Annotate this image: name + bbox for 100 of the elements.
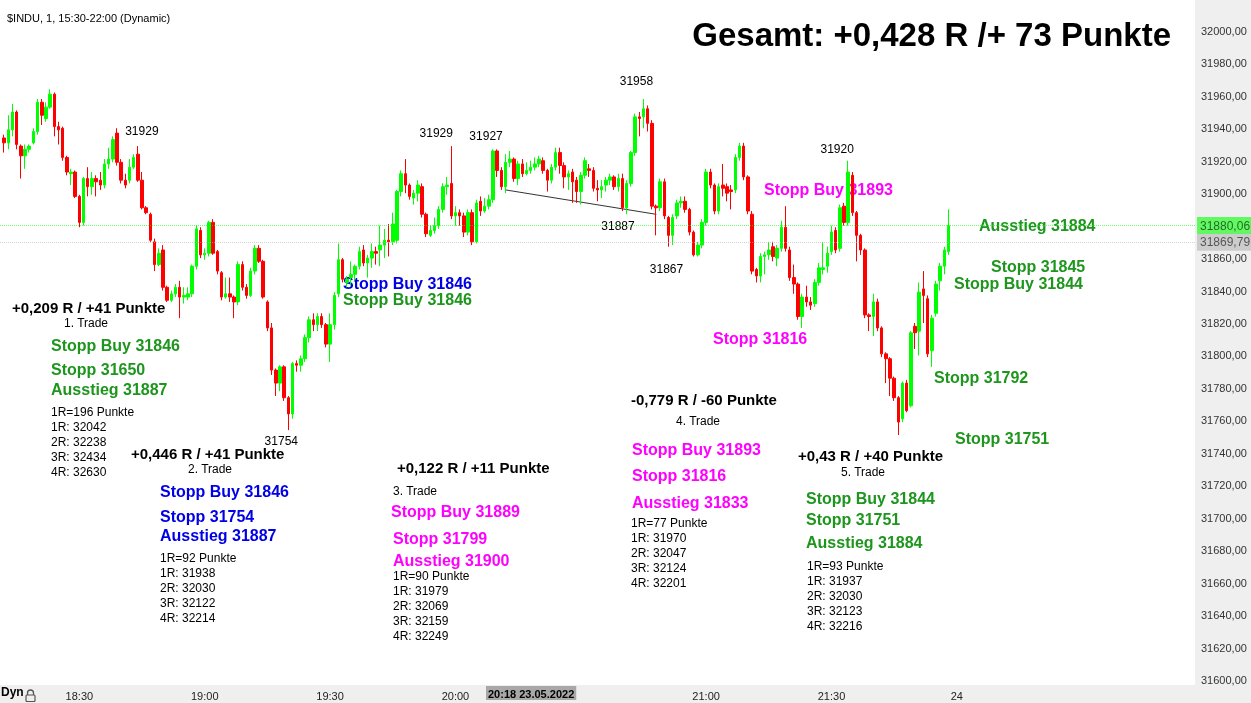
candlestick [128,158,131,184]
candlestick [521,158,524,178]
candlestick [830,225,833,256]
annotation: Stopp Buy 31889 [391,502,521,520]
annotation: 4R: 32201 [631,576,687,590]
candlestick [512,156,516,183]
annotation: 2R: 32030 [807,589,863,603]
y-tick-label: 31600,00 [1201,674,1247,687]
y-tick-label: 31720,00 [1201,479,1247,492]
annotation: Stopp 31751 [955,429,1050,447]
candlestick [86,166,89,197]
y-tick-label: 31920,00 [1201,154,1247,167]
annotation: 31929 [125,124,159,139]
candlestick [69,168,73,186]
candlestick [466,208,470,236]
annotation: Stopp Buy 31846 [160,482,290,500]
candlestick [316,312,319,332]
ref-line-label: 31869,79 [1200,235,1251,250]
annotation: +0,209 R / +41 Punkte [12,299,166,316]
y-tick-label: 31740,00 [1201,446,1247,459]
candlestick [913,322,917,350]
candlestick [533,156,537,171]
annotation: Stopp Buy 31844 [954,274,1084,292]
candlestick [295,359,298,373]
candlestick [337,242,340,298]
text: $INDU, 1, 15:30-22:00 (Dynamic) [7,11,171,24]
annotation: 1R: 31970 [631,531,687,545]
candlestick [470,208,474,246]
candlestick [220,270,223,301]
candlestick [224,277,227,300]
annotation: Stopp 31816 [713,329,808,347]
candlestick [612,174,616,191]
candlestick [600,179,603,199]
y-tick-label: 31800,00 [1201,349,1247,362]
y-tick-label: 31900,00 [1201,187,1247,200]
candlestick [516,160,520,186]
annotation: 1R=90 Punkte [393,569,470,583]
annotation: Stopp Buy 31846 [51,336,181,354]
candlestick [462,212,466,238]
candlestick [40,98,44,126]
x-tick-label: 19:00 [190,689,219,702]
candlestick [291,361,294,420]
ref-line-label: 31880,06 [1200,218,1251,233]
annotation: Dyn [1,685,24,699]
candlestick [207,220,211,257]
candlestick [671,213,674,246]
candlestick [917,281,921,356]
candlestick [19,143,23,180]
annotation: 2. Trade [188,462,233,476]
annotation: 31920 [820,141,855,156]
annotation: 4R: 32630 [51,465,107,479]
annotation: 1R: 31979 [393,584,449,598]
annotation: Stopp 31816 [632,466,727,484]
candlestick [23,143,27,170]
candlestick [846,160,850,227]
y-tick-label: 31760,00 [1201,414,1247,427]
annotation: 31887 [601,219,635,234]
candlestick [178,280,181,319]
candlestick [90,171,94,196]
candlestick [800,293,804,329]
annotation: 3R: 32123 [807,604,863,618]
annotation: 2R: 32069 [393,599,449,613]
y-tick-label: 31860,00 [1201,252,1247,265]
annotation: Ausstieg 31884 [806,533,923,551]
candlestick [82,176,85,227]
annotation: 31929 [419,126,454,141]
candlestick [658,178,662,212]
y-tick-label: 31620,00 [1201,641,1247,654]
candlestick [525,161,528,176]
y-tick-label: 31780,00 [1201,381,1247,394]
candlestick [926,294,929,358]
candlestick [838,204,842,253]
annotation: 2R: 32030 [160,581,216,595]
x-tick-label: 20:00 [441,689,470,702]
candlestick [479,195,482,217]
annotation: Stopp 31792 [934,368,1029,386]
candlestick [667,215,670,248]
x-tick-label: 21:30 [817,689,846,702]
annotation: 2R: 32047 [631,546,687,560]
annotation: -0,779 R / -60 Punkte [631,391,777,408]
y-tick-label: 32000,00 [1201,24,1247,37]
candlestick [537,155,541,168]
annotation: 3. Trade [393,484,438,498]
annotation: 31867 [649,261,684,276]
candlestick [182,286,186,305]
candlestick [842,202,846,227]
annotation: 31958 [619,74,654,89]
candlestick [153,238,156,272]
annotation: 1R: 31938 [160,566,216,580]
candlestick [94,174,98,197]
candlestick [771,241,775,262]
candlestick [888,356,892,397]
candlestick [378,225,382,267]
candlestick [663,178,666,220]
candlestick [717,182,720,215]
candlestick [826,246,829,274]
candlestick [236,260,240,306]
candlestick [729,184,733,210]
candlestick [621,173,624,212]
annotation: 3R: 32122 [160,596,216,610]
